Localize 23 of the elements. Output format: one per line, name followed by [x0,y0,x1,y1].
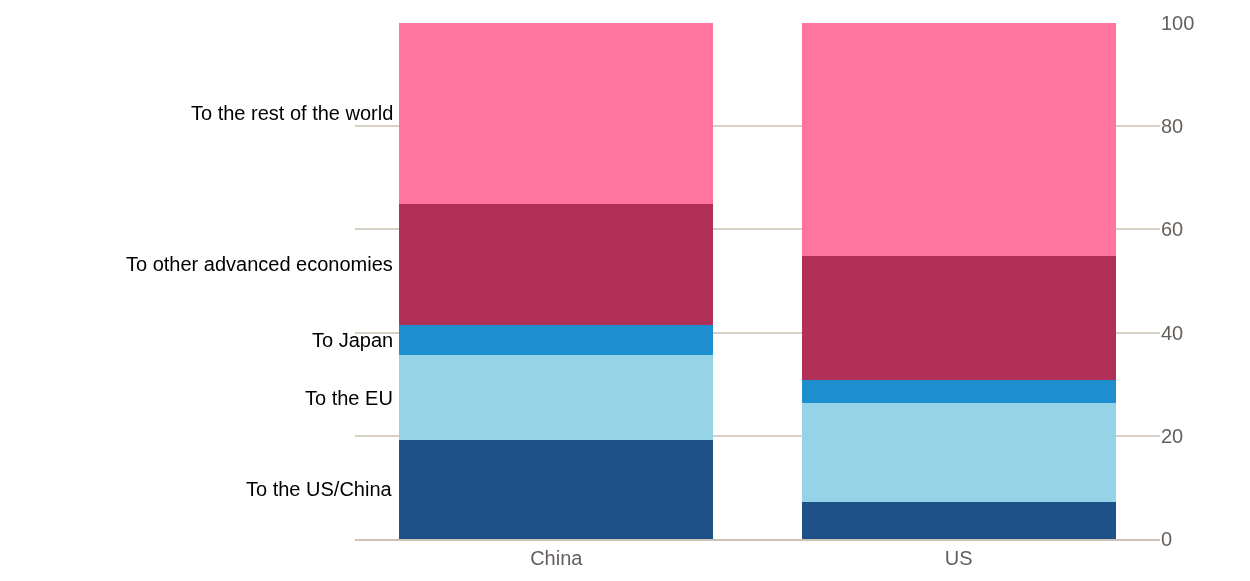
x-tick-label: US [944,547,973,569]
bar [399,355,714,440]
y-tick-label: 20 [1161,424,1184,447]
series-label: To the US/China [246,478,393,500]
bar [801,256,1116,381]
series-label: To the EU [305,387,393,409]
bar [399,439,714,539]
y-tick-label: 100 [1161,12,1195,34]
bar [399,324,714,356]
bar [801,403,1116,503]
series-label: To Japan [312,329,394,351]
bar [801,23,1116,257]
x-tick-label: China [530,547,584,569]
bar [801,502,1116,539]
series-label: To other advanced economies [126,253,393,275]
y-tick-label: 40 [1161,321,1184,344]
bar [801,380,1116,404]
y-tick-label: 60 [1161,218,1184,241]
y-tick-label: 80 [1161,115,1184,138]
bar [399,203,714,325]
y-tick-label: 0 [1161,528,1173,550]
series-label: To the rest of the world [191,102,394,124]
bar [399,23,714,204]
